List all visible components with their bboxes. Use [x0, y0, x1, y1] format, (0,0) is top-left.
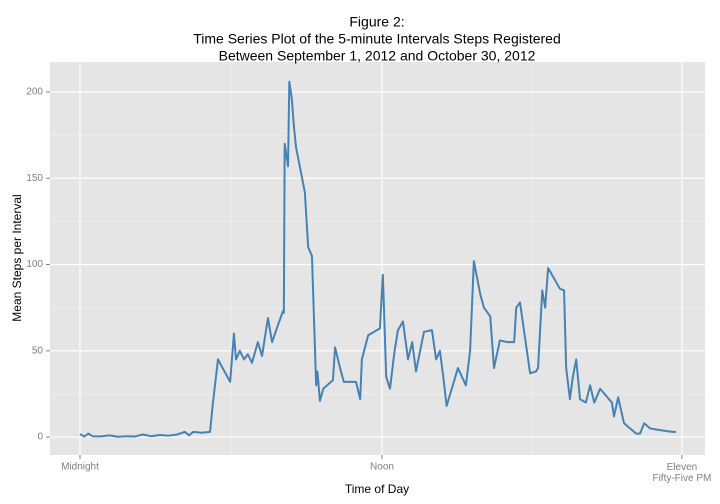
data-line [79, 80, 677, 438]
y-tick-label: 100 [26, 259, 43, 270]
y-tick-label: 150 [26, 173, 43, 184]
chart-title: Between September 1, 2012 and October 30… [219, 48, 536, 64]
chart-title: Figure 2: [349, 14, 404, 30]
y-tick-label: 50 [32, 345, 44, 356]
y-tick-label: 200 [26, 87, 43, 98]
panel [50, 62, 705, 455]
x-tick-label: Midnight [61, 462, 99, 473]
y-tick-label: 0 [37, 432, 43, 443]
y-axis-title: Mean Steps per Interval [10, 194, 24, 321]
x-tick-label: Noon [370, 462, 394, 473]
chart-title: Time Series Plot of the 5-minute Interva… [193, 31, 561, 47]
x-tick-label: Eleven Fifty-Five PM [652, 462, 711, 484]
x-axis-title: Time of Day [345, 482, 409, 496]
